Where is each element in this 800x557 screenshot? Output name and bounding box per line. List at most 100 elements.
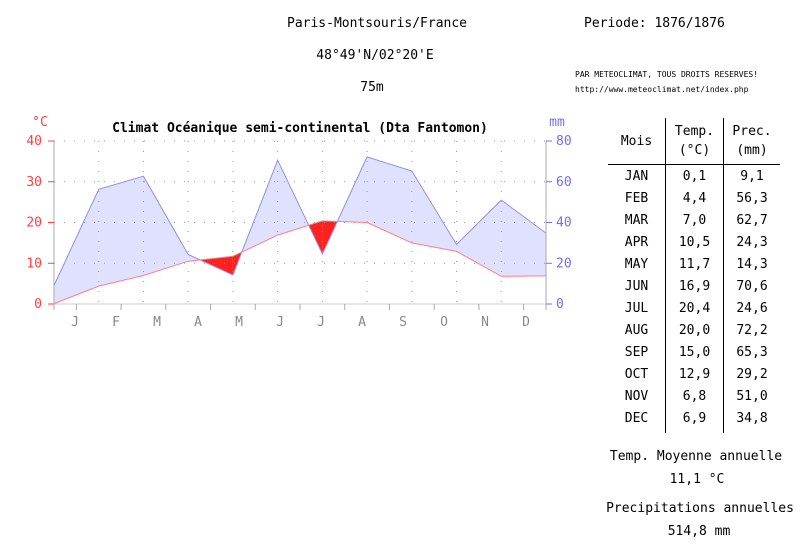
cell-temp: 15,0: [665, 341, 724, 363]
month-label: A: [358, 315, 366, 330]
cell-temp: 20,0: [665, 319, 724, 341]
chart-title: Climat Océanique semi-continental (Dta F…: [112, 121, 488, 136]
table-row: JAN 0,1 9,1: [608, 164, 780, 187]
cell-temp: 7,0: [665, 209, 724, 231]
cell-prec: 24,3: [723, 231, 780, 253]
header-month: Mois: [620, 133, 653, 149]
altitude: 75m: [360, 80, 384, 95]
annual-prec-value: 514,8 mm: [667, 524, 731, 539]
cell-month: MAR: [624, 212, 649, 228]
month-label: A: [194, 315, 202, 330]
header-temp: Temp. (°C): [665, 118, 724, 165]
header-temp-unit: (°C): [678, 143, 711, 158]
temp-tick-label: 30: [26, 175, 42, 190]
annual-temp-value: 11,1 °C: [669, 472, 725, 487]
copyright-notice: PAR METEOCLIMAT, TOUS DROITS RESERVES!: [575, 70, 759, 79]
annual-temp-label: Temp. Moyenne annuelle: [609, 449, 783, 464]
annual-prec-label: Precipitations annuelles: [606, 501, 794, 516]
cell-prec: 24,6: [723, 297, 780, 319]
cell-month: DEC: [624, 410, 649, 426]
humid-area: [277, 160, 309, 236]
temp-tick-label: 20: [26, 216, 42, 231]
cell-month: APR: [624, 234, 649, 250]
temp-tick-label: 0: [34, 297, 42, 312]
cell-temp: 6,8: [665, 385, 724, 407]
month-label: M: [153, 315, 161, 330]
temp-unit-label: °C: [32, 115, 48, 130]
table-row: SEP 15,0 65,3: [608, 341, 780, 363]
climate-chart: 0 10 20 30 40 0 20 40 60 80 J F M A M J J A S O N D °C mm Climat…: [26, 115, 572, 330]
period: Periode: 1876/1876: [584, 16, 725, 31]
table-row: DEC 6,9 34,8: [608, 407, 780, 433]
humid-area: [143, 176, 189, 276]
header-prec-unit: (mm): [736, 143, 768, 158]
cell-month: NOV: [624, 388, 649, 404]
table-row: JUN 16,9 70,6: [608, 275, 780, 297]
month-label: J: [317, 315, 325, 330]
table-row: OCT 12,9 29,2: [608, 363, 780, 385]
precipitation-line: [53, 156, 547, 286]
table-row: MAR 7,0 62,7: [608, 209, 780, 231]
humid-area: [54, 189, 99, 304]
cell-month: FEB: [624, 190, 649, 206]
cell-month: AUG: [624, 322, 649, 338]
cell-prec: 14,3: [723, 253, 780, 275]
station-name: Paris-Montsouris/France: [286, 16, 468, 31]
cell-month: JUN: [624, 278, 649, 294]
month-label: F: [112, 315, 120, 330]
header-temp-label: Temp.: [674, 124, 715, 139]
month-label: S: [399, 315, 407, 330]
cell-month: SEP: [624, 344, 649, 360]
cell-temp: 12,9: [665, 363, 724, 385]
humid-area: [501, 200, 546, 277]
cell-prec: 29,2: [723, 363, 780, 385]
table-row: FEB 4,4 56,3: [608, 187, 780, 209]
cell-month: OCT: [624, 366, 649, 382]
humid-area: [411, 171, 457, 252]
cell-temp: 20,4: [665, 297, 724, 319]
month-label: O: [440, 315, 448, 330]
cell-temp: 16,9: [665, 275, 724, 297]
cell-temp: 4,4: [665, 187, 724, 209]
coordinates: 48°49'N/02°20'E: [316, 48, 434, 63]
cell-prec: 72,2: [723, 319, 780, 341]
prec-tick-label: 0: [556, 297, 564, 312]
cell-prec: 56,3: [723, 187, 780, 209]
cell-prec: 65,3: [723, 341, 780, 363]
cell-temp: 6,9: [665, 407, 724, 433]
cell-temp: 11,7: [665, 253, 724, 275]
cell-prec: 51,0: [723, 385, 780, 407]
humid-area: [367, 156, 412, 243]
cell-prec: 34,8: [723, 407, 780, 433]
climate-table: Mois Temp. (°C) Prec. (mm) JAN 0,1 9,1 FEB 4,4…: [608, 118, 780, 433]
month-label: N: [481, 315, 489, 330]
prec-tick-label: 80: [556, 134, 572, 149]
cell-temp: 10,5: [665, 231, 724, 253]
table-header-row: Mois Temp. (°C) Prec. (mm): [608, 118, 780, 165]
table-body: JAN 0,1 9,1 FEB 4,4 56,3 MAR 7,0 62,7 APR 10,5 24,3…: [608, 164, 780, 433]
cell-month: JAN: [624, 168, 649, 184]
month-label: J: [71, 315, 79, 330]
cell-month: JUL: [624, 300, 649, 316]
header-prec-label: Prec.: [732, 124, 772, 139]
table-row: APR 10,5 24,3: [608, 231, 780, 253]
cell-month: MAY: [624, 256, 649, 272]
prec-unit-label: mm: [549, 115, 565, 130]
table-row: NOV 6,8 51,0: [608, 385, 780, 407]
temp-tick-label: 10: [26, 256, 42, 271]
table-row: JUL 20,4 24,6: [608, 297, 780, 319]
month-label: J: [276, 315, 284, 330]
humid-area: [98, 176, 144, 287]
temp-tick-label: 40: [26, 134, 42, 149]
dry-area: [200, 256, 233, 275]
cell-prec: 70,6: [723, 275, 780, 297]
month-label: D: [522, 315, 530, 330]
cell-temp: 0,1: [665, 164, 724, 187]
prec-tick-label: 60: [556, 175, 572, 190]
source-url[interactable]: http://www.meteoclimat.net/index.php: [575, 85, 749, 94]
prec-tick-label: 20: [556, 256, 572, 271]
temperature-line: [53, 220, 547, 305]
table-row: AUG 20,0 72,2: [608, 319, 780, 341]
month-label: M: [235, 315, 243, 330]
cell-prec: 62,7: [723, 209, 780, 231]
